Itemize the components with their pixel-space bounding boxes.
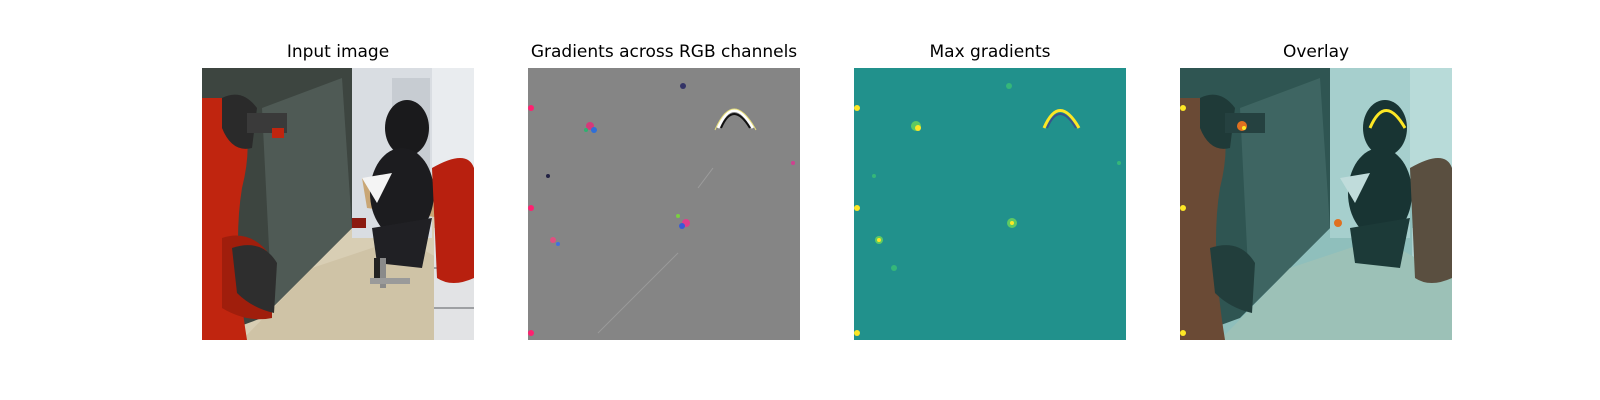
- input-image: [202, 68, 474, 340]
- panel-title: Gradients across RGB channels: [530, 42, 798, 62]
- overlay-image: [1180, 68, 1452, 340]
- panel-title: Max gradients: [929, 42, 1051, 62]
- max-gradient-image: [854, 68, 1126, 340]
- rgb-gradient-image: [528, 68, 800, 340]
- panel-title: Overlay: [1282, 42, 1350, 62]
- panel-title: Input image: [286, 42, 390, 62]
